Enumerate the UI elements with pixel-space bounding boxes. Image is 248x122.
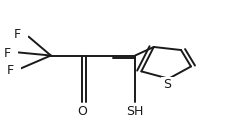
Text: O: O: [77, 105, 87, 117]
Text: SH: SH: [126, 105, 144, 117]
Text: F: F: [3, 47, 10, 60]
Bar: [75, 104, 89, 113]
Bar: [161, 77, 174, 86]
Text: S: S: [163, 78, 171, 91]
Text: F: F: [13, 28, 20, 41]
Bar: [126, 104, 144, 113]
Bar: [6, 66, 21, 75]
Bar: [13, 30, 28, 39]
Bar: [3, 49, 18, 58]
Text: F: F: [6, 64, 13, 77]
